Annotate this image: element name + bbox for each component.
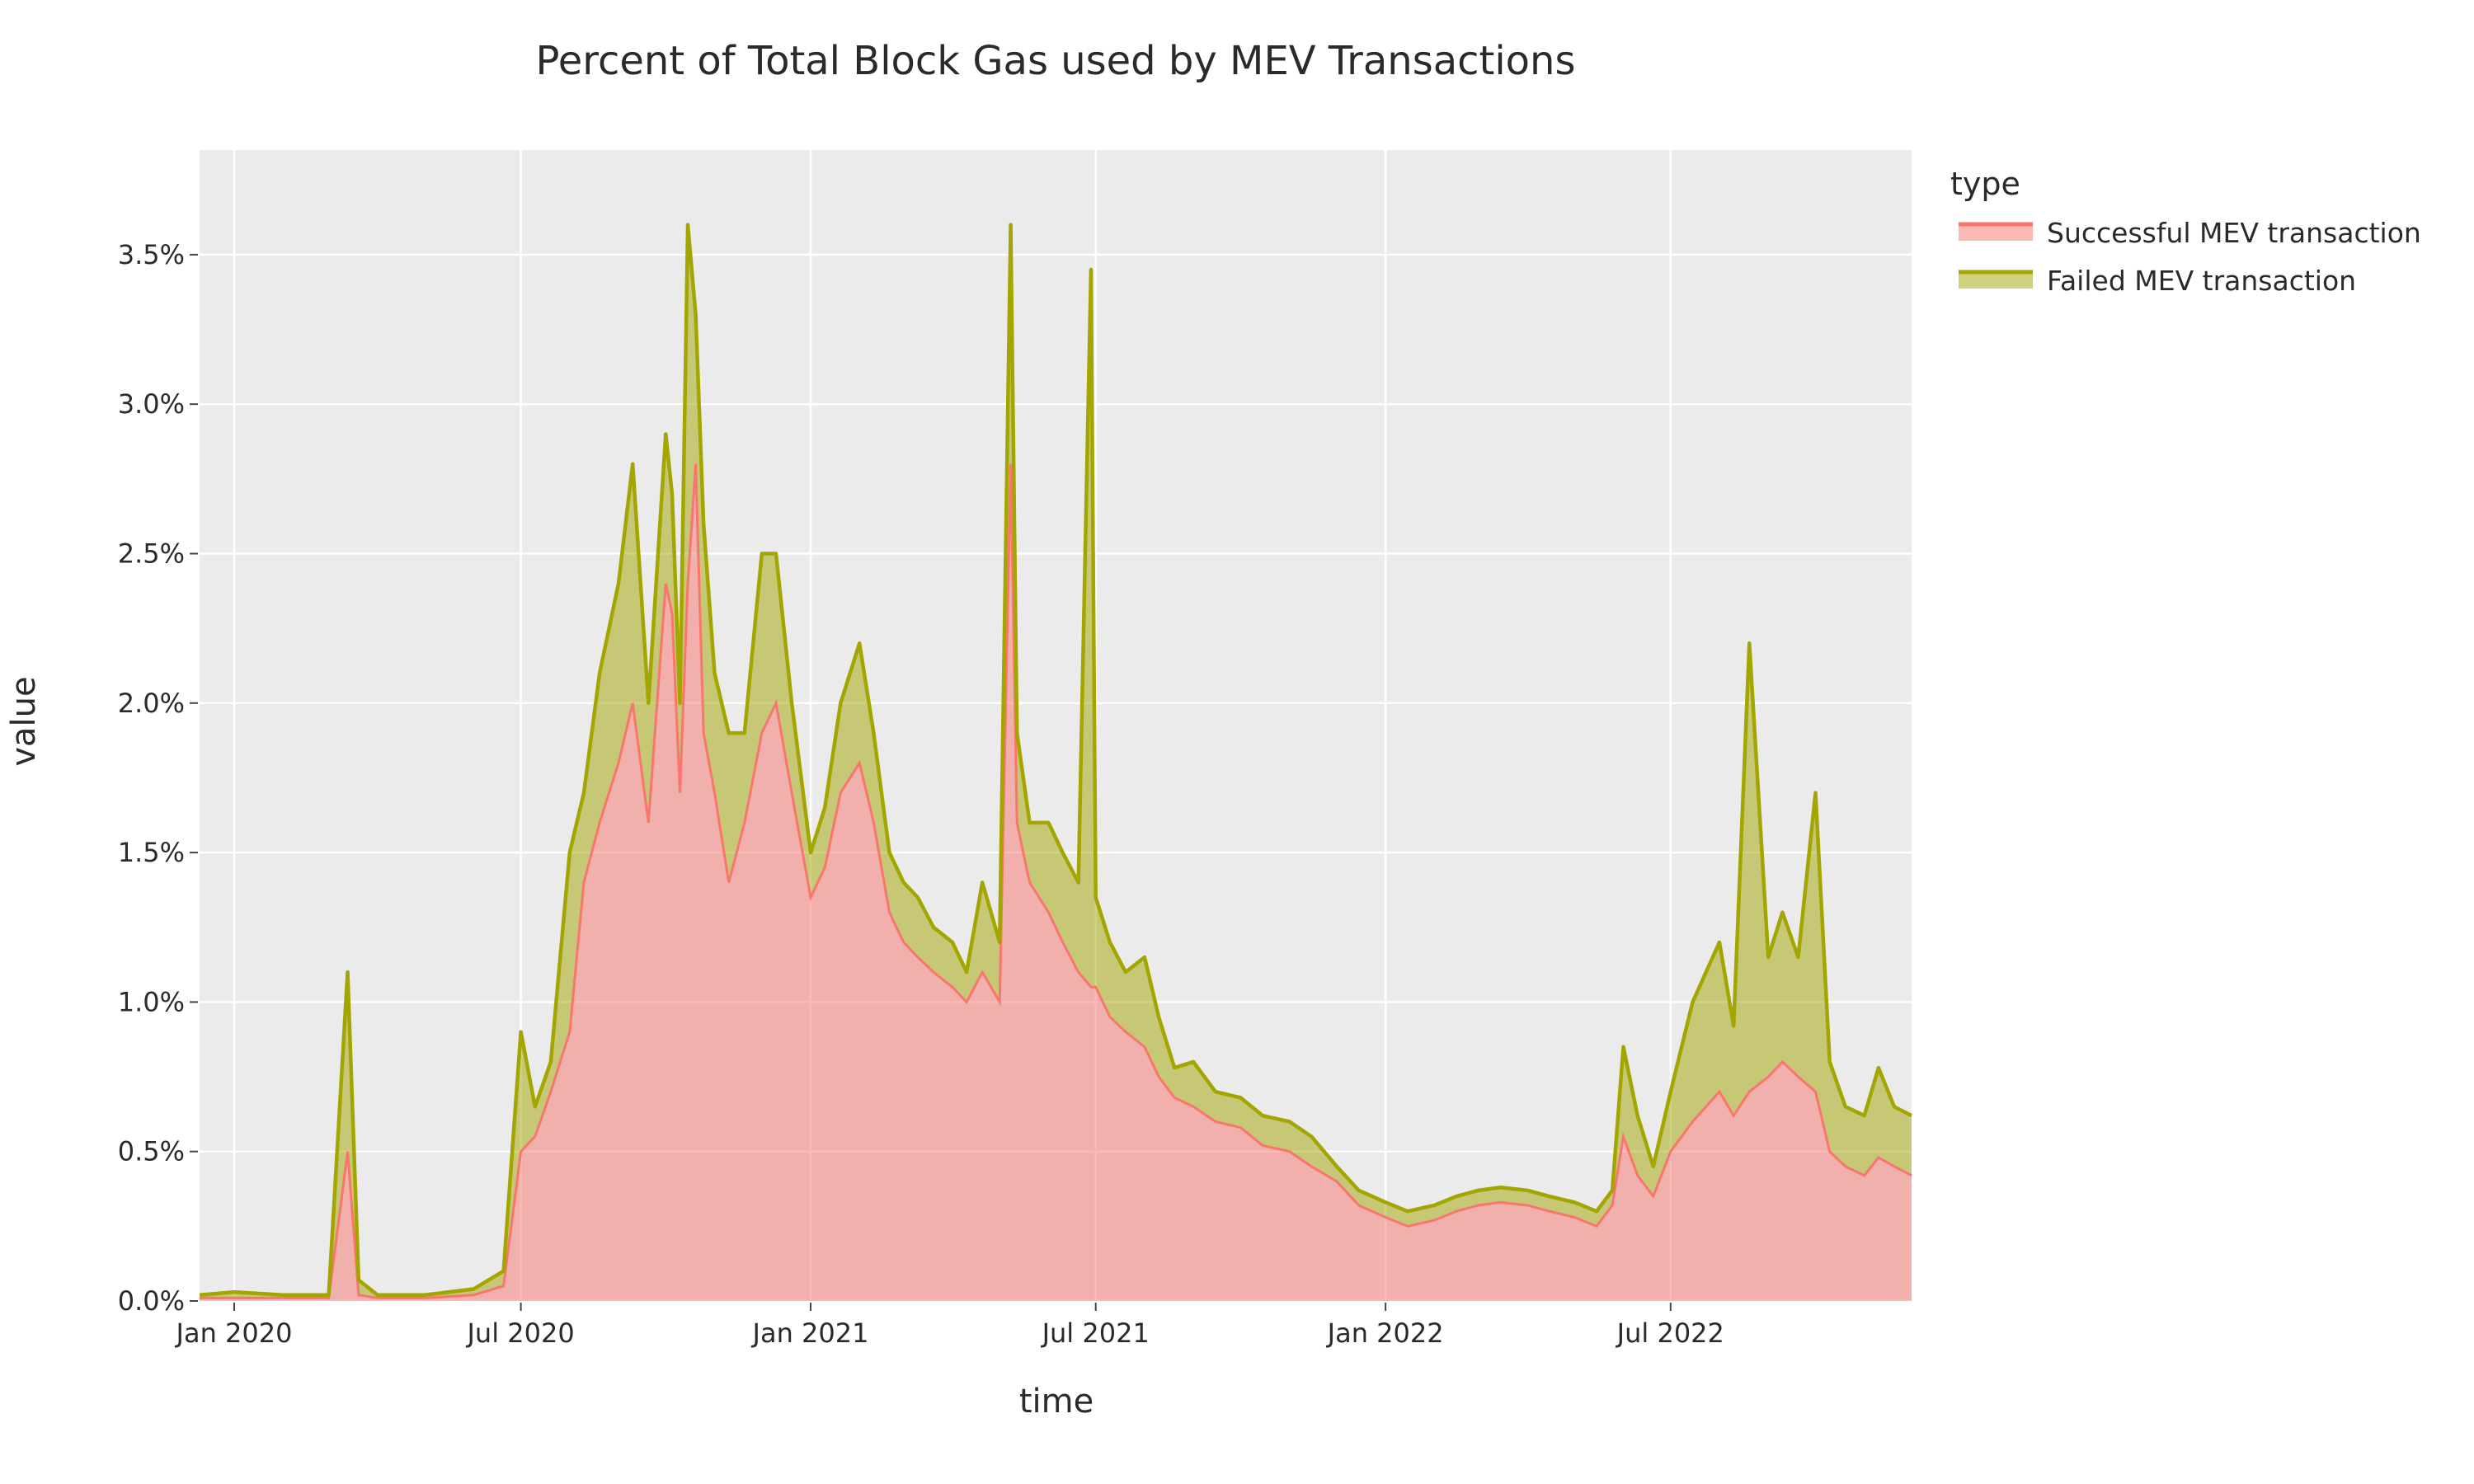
x-tick-label: Jul 2020 xyxy=(465,1317,574,1349)
y-tick-label: 1.5% xyxy=(118,837,185,868)
y-tick-label: 2.5% xyxy=(118,538,185,570)
legend-label: Failed MEV transaction xyxy=(2047,265,2356,297)
legend-swatch xyxy=(1959,224,2033,241)
y-tick-label: 3.0% xyxy=(118,388,185,420)
chart-title: Percent of Total Block Gas used by MEV T… xyxy=(536,38,1576,84)
legend-title: type xyxy=(1950,166,2020,202)
y-tick-label: 2.0% xyxy=(118,688,185,719)
series-successful-line xyxy=(200,463,1912,1299)
x-tick-label: Jul 2021 xyxy=(1041,1317,1150,1349)
y-tick-label: 0.0% xyxy=(118,1285,185,1317)
plot-area xyxy=(199,150,1913,1303)
y-tick-label: 3.5% xyxy=(118,239,185,270)
y-tick-label: 1.0% xyxy=(118,986,185,1017)
x-axis-title: time xyxy=(1019,1383,1094,1421)
y-tick-label: 0.5% xyxy=(118,1136,185,1167)
x-axis: Jan 2020 Jul 2020 Jan 2021 Jul 2021 Jan 2022… xyxy=(175,1303,1724,1349)
y-axis-title: value xyxy=(5,676,43,766)
legend: type Successful MEV transaction Failed MEV… xyxy=(1950,166,2421,297)
legend-label: Successful MEV transaction xyxy=(2047,217,2421,249)
x-tick-label: Jan 2022 xyxy=(1326,1317,1444,1349)
series-failed-line xyxy=(199,223,1913,1297)
x-tick-label: Jan 2021 xyxy=(751,1317,869,1349)
x-tick-label: Jul 2022 xyxy=(1616,1317,1724,1349)
x-tick-label: Jan 2020 xyxy=(175,1317,293,1349)
series-successful-area xyxy=(200,463,1912,1301)
y-axis: 0.0% 0.5% 1.0% 1.5% 2.0% 2.5% 3.0% 3.5% xyxy=(118,239,198,1317)
legend-swatch xyxy=(1959,272,2033,289)
